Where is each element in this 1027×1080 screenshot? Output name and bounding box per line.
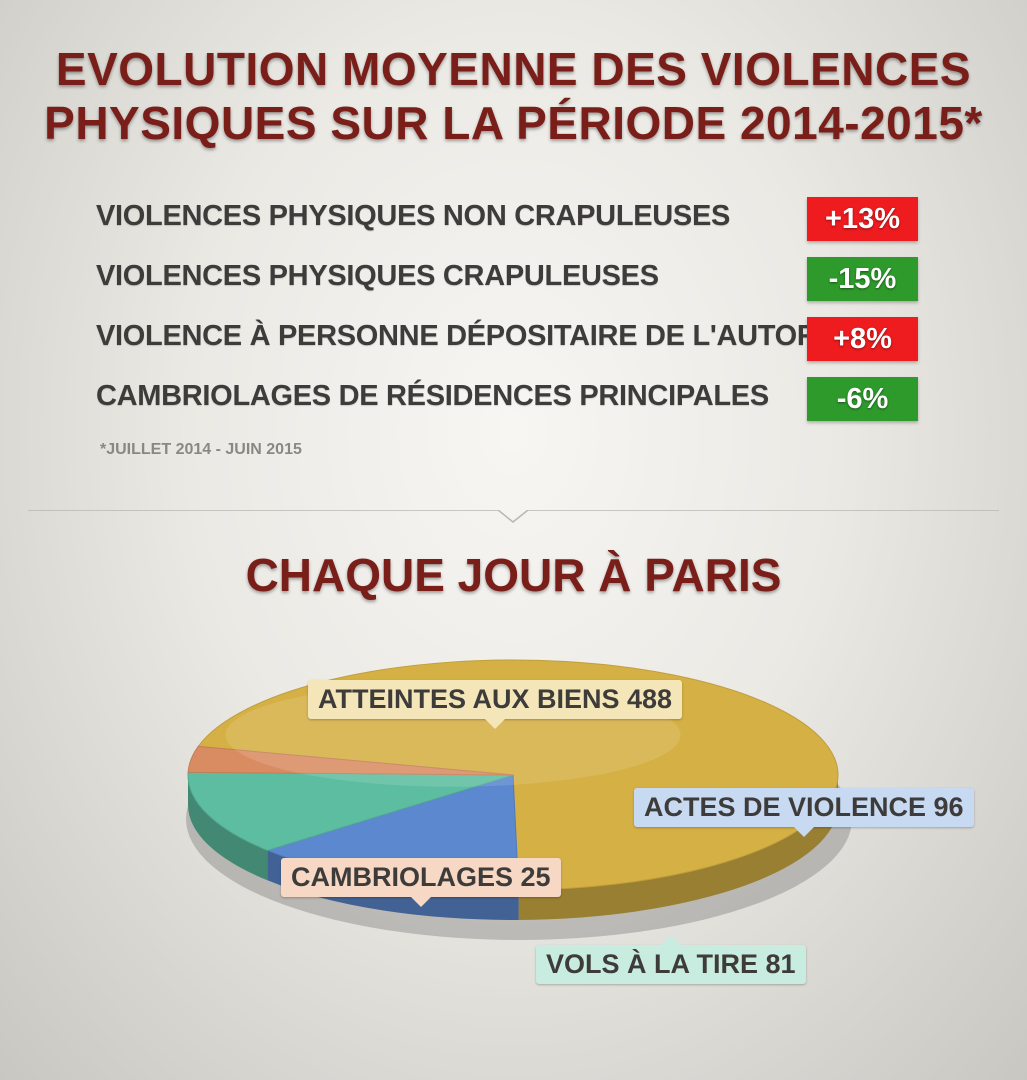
stat-row: VIOLENCES PHYSIQUES NON CRAPULEUSES +13% — [96, 194, 918, 254]
title-line-2: PHYSIQUES SUR LA PÉRIODE 2014-2015* — [44, 97, 983, 149]
stat-label: VIOLENCES PHYSIQUES CRAPULEUSES — [96, 260, 659, 292]
stat-badge: -15% — [807, 257, 918, 301]
stats-list: VIOLENCES PHYSIQUES NON CRAPULEUSES +13%… — [96, 194, 918, 434]
stat-row: CAMBRIOLAGES DE RÉSIDENCES PRINCIPALES -… — [96, 374, 918, 434]
slice-label-4: CAMBRIOLAGES 25 — [281, 858, 561, 907]
pie-slice-side — [188, 775, 268, 881]
slice-label-1: ATTEINTES AUX BIENS 488 — [308, 680, 683, 729]
slice-label-3: VOLS À LA TIRE 81 — [536, 935, 806, 984]
title-line-1: EVOLUTION MOYENNE DES VIOLENCES — [55, 43, 972, 95]
stat-label: VIOLENCES PHYSIQUES NON CRAPULEUSES — [96, 200, 731, 232]
stat-row: VIOLENCES PHYSIQUES CRAPULEUSES -15% — [96, 254, 918, 314]
section-divider — [28, 510, 999, 523]
stat-badge: -6% — [807, 377, 918, 421]
pie-slice-4 — [187, 745, 514, 776]
stat-badge: +13% — [807, 197, 918, 241]
pie-slice-side — [518, 775, 839, 920]
pie-slice-3 — [187, 771, 514, 851]
slice-label-2: ACTES DE VIOLENCE 96 — [634, 788, 974, 837]
page-title: EVOLUTION MOYENNE DES VIOLENCES PHYSIQUE… — [0, 42, 1027, 150]
stat-label: VIOLENCE À PERSONNE DÉPOSITAIRE DE L'AUT… — [96, 320, 862, 352]
footnote: *JUILLET 2014 - JUIN 2015 — [100, 441, 302, 458]
stat-label: CAMBRIOLAGES DE RÉSIDENCES PRINCIPALES — [96, 380, 769, 412]
stat-row: VIOLENCE À PERSONNE DÉPOSITAIRE DE L'AUT… — [96, 314, 918, 374]
stat-badge: +8% — [807, 317, 918, 361]
section-title: CHAQUE JOUR À PARIS — [245, 549, 782, 601]
